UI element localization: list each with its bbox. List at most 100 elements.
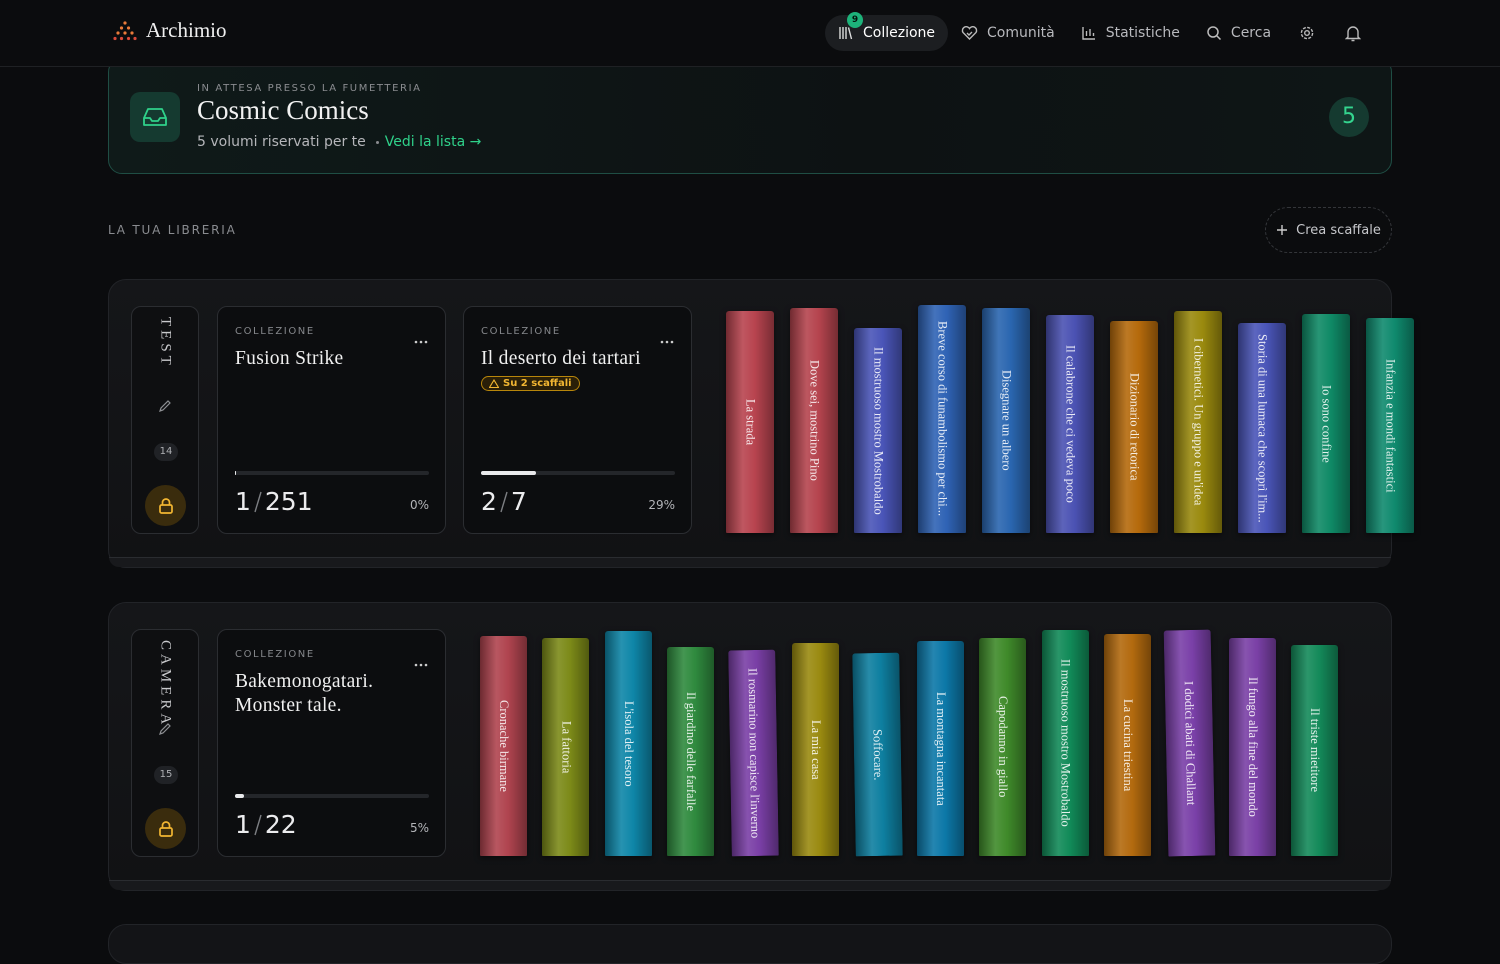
book[interactable]: Soffocare. — [852, 652, 904, 857]
book[interactable]: Breve corso di funambolismo per chi... — [918, 305, 966, 533]
notifications-button[interactable] — [1330, 15, 1376, 51]
progress-percent: 5% — [409, 821, 429, 835]
book[interactable]: La cucina triestina — [1104, 634, 1151, 856]
brand-logo — [113, 20, 137, 40]
book[interactable]: Io sono confine — [1302, 314, 1350, 533]
book[interactable]: Infanzia e mondi fantastici — [1366, 318, 1414, 533]
icon-dots-part — [414, 663, 418, 667]
book[interactable]: Il giardino delle farfalle — [667, 647, 715, 856]
collection-kicker: COLLEZIONE — [235, 326, 315, 337]
icon-dots-part — [665, 340, 669, 344]
icon-dots-part — [424, 663, 428, 667]
icon-bell — [1345, 25, 1362, 41]
book[interactable]: L'isola del tesoro — [604, 631, 652, 856]
collection-title: Il deserto dei tartari Su 2 scaffali — [481, 347, 681, 395]
collection-menu[interactable] — [414, 329, 428, 348]
book[interactable]: La mia casa — [792, 643, 839, 856]
warning-badge: Su 2 scaffali — [481, 376, 580, 391]
icon-lock-part — [161, 497, 170, 505]
book[interactable]: Il mostruoso mostro Mostrobaldo — [854, 328, 902, 533]
book-title: Il fungo alla fine del mondo — [1245, 677, 1260, 817]
book[interactable]: Il calabrone che ci vedeva poco — [1046, 315, 1094, 533]
progress-track — [481, 471, 675, 475]
nav-cerca[interactable]: Cerca — [1193, 15, 1284, 51]
icon-dots — [414, 340, 428, 344]
book-title: La montagna incantata — [933, 691, 948, 806]
pickup-link[interactable]: Vedi la lista → — [384, 134, 482, 150]
book[interactable]: Storia di una lumaca che scoprì l'im... — [1238, 323, 1286, 533]
book-title: Capodanno in giallo — [996, 696, 1011, 798]
lock-button[interactable] — [145, 485, 186, 526]
collection-menu[interactable] — [660, 329, 674, 348]
pickup-count: 5 — [1329, 97, 1369, 137]
nav-label: Cerca — [1230, 25, 1272, 41]
book[interactable]: Disegnare un albero — [982, 308, 1030, 533]
book[interactable]: Il rosmarino non capisce l'inverno — [727, 649, 779, 857]
progress-fill — [481, 471, 537, 475]
shelf — [108, 924, 1392, 964]
create-shelf-button[interactable]: Crea scaffale — [1265, 207, 1392, 253]
book[interactable]: La strada — [726, 311, 774, 533]
book[interactable]: Cronache birmane — [480, 636, 527, 856]
icon-lock-part — [158, 826, 173, 837]
top-nav: Archimio 9 Collezione Comunità Statistic… — [0, 0, 1500, 67]
collection-card[interactable]: COLLEZIONE Bakemonogatari. Monster tale. 1… — [217, 629, 446, 857]
book-title: I cibernetici. Un gruppo e un'idea — [1191, 338, 1206, 506]
progress-fill — [235, 794, 244, 798]
book-title: Il rosmarino non capisce l'inverno — [745, 667, 763, 839]
collection-menu[interactable] — [414, 652, 428, 671]
book[interactable]: Capodanno in giallo — [979, 638, 1027, 856]
shelf-count: 15 — [154, 766, 178, 784]
pickup-text-row: 5 volumi riservati per te Vedi la lista … — [197, 134, 481, 150]
book[interactable]: La montagna incantata — [916, 641, 964, 856]
book[interactable]: Il fungo alla fine del mondo — [1228, 638, 1276, 856]
lock-button[interactable] — [145, 808, 186, 849]
collection-kicker: COLLEZIONE — [235, 649, 315, 660]
icon-dots-part — [419, 663, 423, 667]
fraction-slash-part — [254, 814, 262, 835]
collection-card[interactable]: COLLEZIONE Fusion Strike 1 251 0% — [217, 306, 446, 534]
nav-items: 9 Collezione Comunità Statistiche Cerca — [825, 12, 1376, 51]
book-title: Il mostruoso mostro Mostrobaldo — [871, 346, 886, 515]
book[interactable]: Dizionario di retorica — [1110, 321, 1158, 533]
icon-dots — [660, 340, 674, 344]
brand[interactable]: Archimio — [112, 18, 226, 43]
book-title: Il mostruoso mostro Mostrobaldo — [1058, 659, 1073, 827]
fraction-slash-part — [254, 491, 262, 512]
icon-dots-part — [419, 340, 423, 344]
book-title: I dodici abati di Challant — [1182, 680, 1199, 806]
book[interactable]: Dove sei, mostrino Pino — [790, 308, 838, 533]
fraction-slash — [254, 491, 262, 512]
fraction-slash-part — [500, 491, 508, 512]
settings-button[interactable] — [1284, 15, 1330, 51]
collection-card[interactable]: COLLEZIONE Il deserto dei tartari Su 2 sca… — [463, 306, 692, 534]
book[interactable]: I cibernetici. Un gruppo e un'idea — [1174, 311, 1222, 533]
book[interactable]: Il triste mietitore — [1291, 645, 1339, 856]
edit-button[interactable] — [158, 398, 172, 417]
collection-title: Fusion Strike — [235, 347, 435, 371]
icon-lock — [158, 497, 173, 514]
collection-title-text: Bakemonogatari. Monster tale. — [235, 671, 374, 716]
shelf: TEST 14 COLLEZIONE Fusion Strike 1 251 0% COLLE… — [108, 279, 1414, 568]
edit-button[interactable] — [158, 721, 172, 740]
book-title: La cucina triestina — [1121, 698, 1135, 792]
nav-collezione[interactable]: 9 Collezione — [825, 12, 949, 51]
separator-dot — [375, 140, 379, 144]
nav-comunita[interactable]: Comunità — [948, 15, 1068, 51]
book[interactable]: Il mostruoso mostro Mostrobaldo — [1041, 630, 1089, 856]
owned: 1 — [235, 487, 251, 516]
icon-pencil-part — [159, 400, 171, 412]
icon-dots-part — [670, 340, 674, 344]
nav-statistiche[interactable]: Statistiche — [1068, 15, 1193, 51]
book[interactable]: La fattoria — [542, 638, 590, 856]
library-label: LA TUA LIBRERIA — [108, 223, 237, 237]
create-shelf-label: Crea scaffale — [1296, 222, 1381, 238]
icon-warning-part — [489, 379, 499, 388]
book-title: Breve corso di funambolismo per chi... — [935, 321, 950, 517]
book-title: Il calabrone che ci vedeva poco — [1063, 345, 1078, 503]
book[interactable]: I dodici abati di Challant — [1164, 629, 1216, 857]
nav-label: Comunità — [987, 25, 1055, 41]
icon-dots — [414, 663, 428, 667]
